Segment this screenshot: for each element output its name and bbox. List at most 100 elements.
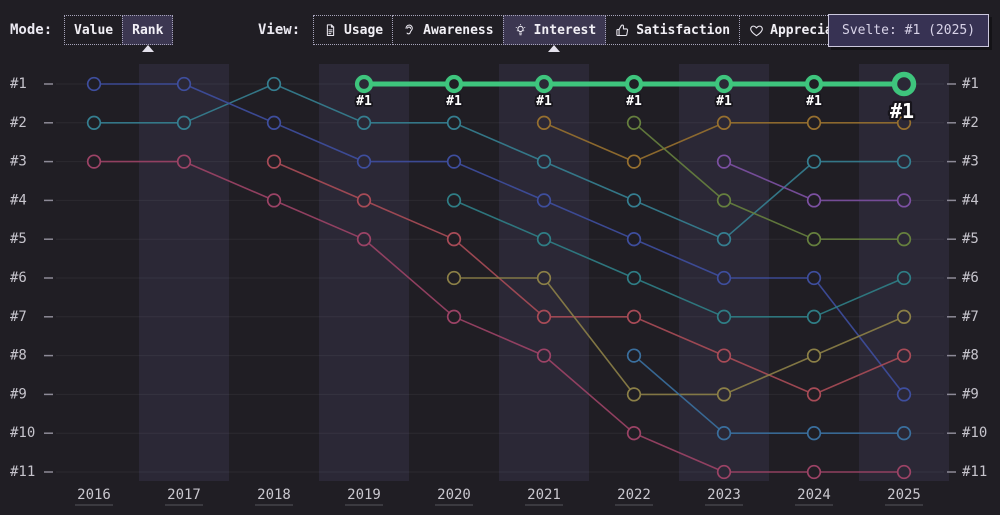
point-moss-2023[interactable] bbox=[716, 193, 732, 208]
point-amber-2025[interactable] bbox=[896, 115, 912, 130]
point-teal-2025[interactable] bbox=[896, 154, 912, 169]
point-moss-2022[interactable] bbox=[626, 115, 642, 130]
point-teal-2019[interactable] bbox=[356, 115, 372, 130]
point-rose-2018[interactable] bbox=[266, 154, 282, 169]
point-amber-2023[interactable] bbox=[716, 115, 732, 130]
point-cyan-2025[interactable] bbox=[896, 270, 912, 286]
point-rose-2019[interactable] bbox=[356, 193, 372, 208]
point-svelte-2022[interactable] bbox=[624, 74, 644, 94]
point-cyan-2024[interactable] bbox=[806, 309, 822, 324]
point-moss-2024[interactable] bbox=[806, 232, 822, 247]
x-axis-label[interactable]: 2020 bbox=[437, 487, 471, 503]
point-maroon-2024[interactable] bbox=[806, 464, 822, 480]
point-amber-2022[interactable] bbox=[626, 154, 642, 169]
point-cyan-2021[interactable] bbox=[536, 232, 552, 247]
point-indigo-2017[interactable] bbox=[176, 76, 192, 92]
point-rose-2024[interactable] bbox=[806, 387, 822, 402]
y-axis-label-right: #10 bbox=[962, 425, 987, 441]
x-axis-label[interactable]: 2023 bbox=[707, 487, 741, 503]
point-svelte-2023[interactable] bbox=[714, 74, 734, 94]
x-axis-label[interactable]: 2018 bbox=[257, 487, 291, 503]
point-moss-2025[interactable] bbox=[896, 232, 912, 247]
point-teal-2017[interactable] bbox=[176, 115, 192, 130]
x-axis-label[interactable]: 2017 bbox=[167, 487, 201, 503]
y-axis-label-left: #4 bbox=[10, 192, 27, 208]
point-rose-2022[interactable] bbox=[626, 309, 642, 324]
point-olive-2021[interactable] bbox=[536, 270, 552, 286]
point-maroon-2021[interactable] bbox=[536, 348, 552, 363]
hover-tooltip: Svelte: #1 (2025) bbox=[828, 14, 990, 47]
point-indigo-2024[interactable] bbox=[806, 270, 822, 286]
y-axis-label-left: #2 bbox=[10, 115, 27, 131]
point-indigo-2022[interactable] bbox=[626, 232, 642, 247]
x-axis-label[interactable]: 2021 bbox=[527, 487, 561, 503]
series-points bbox=[86, 76, 912, 480]
point-olive-2025[interactable] bbox=[896, 309, 912, 324]
x-axis-label[interactable]: 2022 bbox=[617, 487, 651, 503]
point-indigo-2018[interactable] bbox=[266, 115, 282, 130]
point-rose-2025[interactable] bbox=[896, 348, 912, 363]
point-teal-2021[interactable] bbox=[536, 154, 552, 169]
point-purple-2024[interactable] bbox=[806, 193, 822, 208]
point-indigo-2025[interactable] bbox=[896, 387, 912, 402]
point-maroon-2018[interactable] bbox=[266, 193, 282, 208]
point-rose-2020[interactable] bbox=[446, 232, 462, 247]
x-axis-label[interactable]: 2019 bbox=[347, 487, 381, 503]
point-indigo-2023[interactable] bbox=[716, 270, 732, 286]
point-amber-2021[interactable] bbox=[536, 115, 552, 130]
point-olive-2020[interactable] bbox=[446, 270, 462, 286]
y-axis-label-right: #3 bbox=[962, 154, 979, 170]
point-maroon-2020[interactable] bbox=[446, 309, 462, 324]
point-purple-2025[interactable] bbox=[896, 193, 912, 208]
point-teal-2018[interactable] bbox=[266, 76, 282, 92]
point-teal-2022[interactable] bbox=[626, 193, 642, 208]
point-olive-2024[interactable] bbox=[806, 348, 822, 363]
point-indigo-2019[interactable] bbox=[356, 154, 372, 169]
point-cyan-2020[interactable] bbox=[446, 193, 462, 208]
point-maroon-2022[interactable] bbox=[626, 426, 642, 441]
x-axis-label[interactable]: 2025 bbox=[887, 487, 921, 503]
point-teal-2023[interactable] bbox=[716, 232, 732, 247]
series-line-steel bbox=[633, 354, 905, 435]
point-maroon-2016[interactable] bbox=[86, 154, 102, 169]
point-olive-2023[interactable] bbox=[716, 387, 732, 402]
view-button-interest[interactable]: Interest bbox=[502, 15, 607, 52]
x-axis-label[interactable]: 2024 bbox=[797, 487, 831, 503]
point-svelte-2021[interactable] bbox=[534, 74, 554, 94]
point-maroon-2019[interactable] bbox=[356, 232, 372, 247]
point-steel-2023[interactable] bbox=[716, 426, 732, 441]
point-svelte-2024[interactable] bbox=[804, 74, 824, 94]
point-indigo-2020[interactable] bbox=[446, 154, 462, 169]
point-svelte-2019[interactable] bbox=[354, 74, 374, 94]
point-maroon-2025[interactable] bbox=[896, 464, 912, 480]
point-steel-2024[interactable] bbox=[806, 426, 822, 441]
lightbulb-icon bbox=[515, 23, 525, 35]
point-svelte-2025[interactable] bbox=[891, 71, 917, 97]
mode-button-rank[interactable]: Rank bbox=[122, 15, 174, 52]
point-rose-2021[interactable] bbox=[536, 309, 552, 324]
mode-label: Mode: bbox=[10, 22, 53, 38]
point-amber-2024[interactable] bbox=[806, 115, 822, 130]
point-rose-2023[interactable] bbox=[716, 348, 732, 363]
point-steel-2025[interactable] bbox=[896, 426, 912, 441]
point-indigo-2021[interactable] bbox=[536, 193, 552, 208]
point-olive-2022[interactable] bbox=[626, 387, 642, 402]
point-svelte-2020[interactable] bbox=[444, 74, 464, 94]
point-steel-2022[interactable] bbox=[626, 348, 642, 363]
rank-1-point-label: #1 bbox=[806, 94, 822, 109]
point-purple-2023[interactable] bbox=[716, 154, 732, 169]
point-teal-2024[interactable] bbox=[806, 154, 822, 169]
tooltip-text: Svelte: #1 (2025) bbox=[842, 23, 976, 38]
rank-1-point-label: #1 bbox=[536, 94, 552, 109]
point-teal-2020[interactable] bbox=[446, 115, 462, 130]
point-cyan-2022[interactable] bbox=[626, 270, 642, 286]
point-cyan-2023[interactable] bbox=[716, 309, 732, 324]
point-maroon-2023[interactable] bbox=[716, 464, 732, 480]
x-axis-label[interactable]: 2016 bbox=[77, 487, 111, 503]
point-teal-2016[interactable] bbox=[86, 115, 102, 130]
year-band bbox=[319, 64, 409, 481]
point-indigo-2016[interactable] bbox=[86, 76, 102, 92]
selected-caret-icon bbox=[141, 45, 154, 52]
y-axis-label-right: #5 bbox=[962, 231, 979, 247]
point-maroon-2017[interactable] bbox=[176, 154, 192, 169]
